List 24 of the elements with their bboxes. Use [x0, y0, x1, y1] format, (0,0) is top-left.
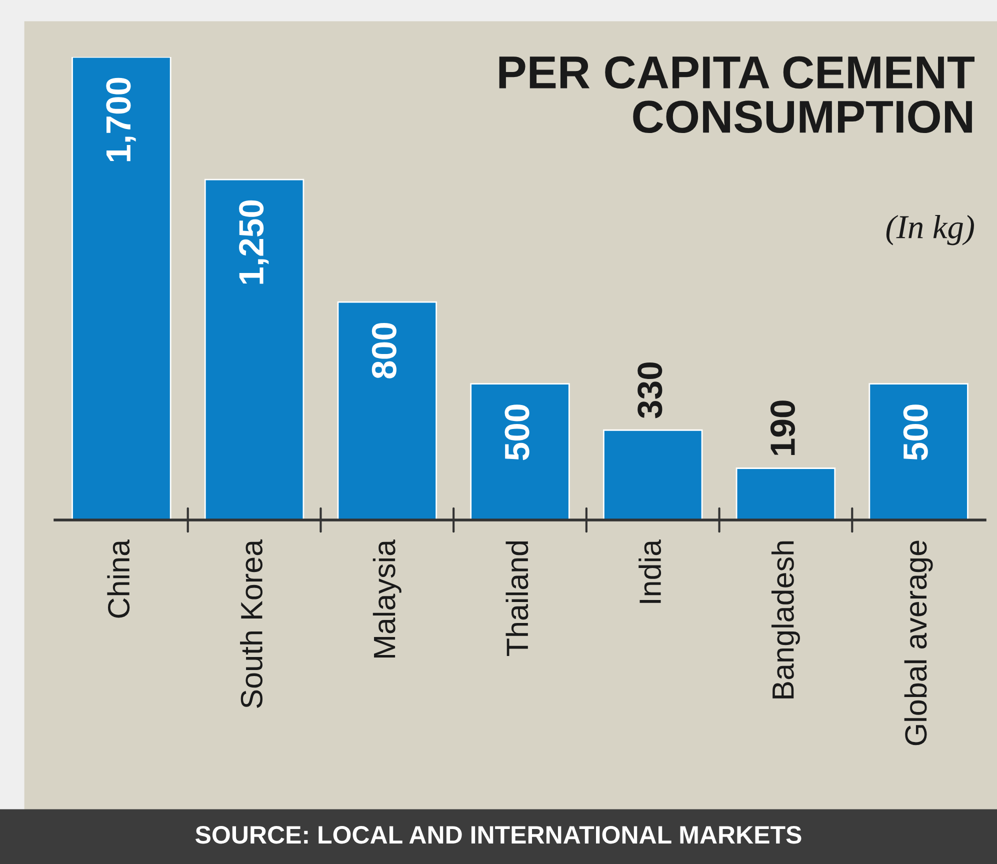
x-tick-label: China [107, 539, 130, 618]
x-tick-label: Malaysia [372, 539, 402, 658]
bar [337, 301, 437, 520]
data-label: 190 [770, 400, 796, 455]
x-tick-label: Bangladesh [771, 541, 800, 698]
bar [72, 57, 172, 520]
x-tick-label: India [638, 539, 662, 603]
bar [470, 383, 570, 520]
bar [868, 383, 968, 520]
x-tick-label: Thailand [506, 541, 528, 656]
data-label: 500 [504, 404, 530, 460]
data-label: 800 [372, 322, 396, 378]
x-tick-label: South Korea [240, 539, 262, 708]
text: (In kg) [886, 215, 974, 246]
data-label: 330 [638, 362, 662, 418]
chart-title: PER CAPITA CEMENT CONSUMPTION [499, 56, 975, 134]
bar [603, 429, 703, 520]
bar [204, 178, 304, 520]
data-label: 1,250 [239, 200, 269, 284]
data-label: 1,700 [106, 78, 136, 162]
x-tick-label: Global average [904, 540, 933, 746]
source-note: SOURCE: LOCAL AND INTERNATIONAL MARKETS [196, 826, 802, 844]
data-label: 500 [903, 404, 928, 460]
bar [736, 468, 836, 520]
